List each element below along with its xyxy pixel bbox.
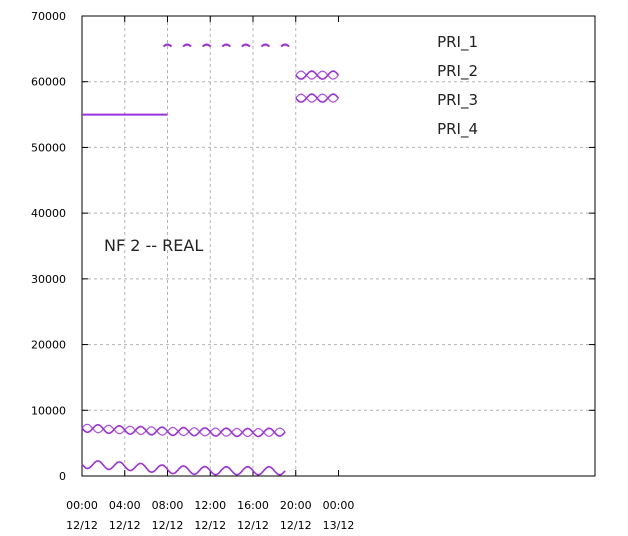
- x-tick-label-time: 20:00: [280, 499, 312, 512]
- legend: PRI_1 PRI_2 PRI_3 PRI_4: [437, 33, 478, 139]
- legend-label-pri3: PRI_3: [437, 91, 478, 110]
- x-tick-label-time: 00:00: [66, 499, 98, 512]
- series-pri1-marker: [280, 43, 290, 48]
- series-pri3-line: [166, 465, 211, 476]
- series-pri2-line: [252, 427, 286, 438]
- legend-label-pri2: PRI_2: [437, 62, 478, 81]
- x-tick-label-time: 04:00: [109, 499, 141, 512]
- series-pri2-envelope: [252, 427, 286, 437]
- grid-lines: [82, 16, 595, 476]
- series-pri1-marker: [260, 43, 271, 48]
- series-pri1-marker: [221, 43, 231, 48]
- series-pri3-line: [252, 465, 286, 476]
- x-tick-label-date: 13/12: [323, 519, 355, 532]
- series-pri2-envelope: [209, 427, 254, 438]
- x-tick-label-date: 12/12: [152, 519, 184, 532]
- y-tick-label: 60000: [31, 76, 66, 89]
- x-tick-label-date: 12/12: [280, 519, 312, 532]
- x-tick-label-date: 12/12: [109, 519, 141, 532]
- series-pri2-envelope: [81, 423, 126, 435]
- series-lines: [81, 43, 340, 476]
- x-tick-label-time: 08:00: [152, 499, 184, 512]
- x-tick-label-time: 16:00: [237, 499, 269, 512]
- series-pri1-marker: [201, 43, 212, 48]
- x-tick-label-date: 12/12: [237, 519, 269, 532]
- y-tick-label: 40000: [31, 207, 66, 220]
- x-axis: 00:00 12/12 04:00 12/12 08:00 12/12 12:00 12/12…: [66, 16, 354, 532]
- x-tick-label-time: 12:00: [194, 499, 226, 512]
- series-pri1-marker: [182, 43, 192, 48]
- x-tick-label-date: 12/12: [66, 519, 98, 532]
- series-pri1-marker: [241, 43, 251, 48]
- y-tick-label: 70000: [31, 10, 66, 23]
- y-tick-label: 30000: [31, 273, 66, 286]
- series-pri2-envelope: [295, 70, 339, 80]
- x-tick-label-date: 12/12: [194, 519, 226, 532]
- series-pri3-line: [124, 462, 169, 474]
- series-pri3-line: [209, 465, 254, 476]
- legend-label-pri1: PRI_1: [437, 33, 478, 52]
- series-pri3-line: [81, 460, 126, 471]
- y-tick-label: 20000: [31, 339, 66, 352]
- series-pri2-envelope: [124, 425, 168, 436]
- y-tick-label: 50000: [31, 141, 66, 154]
- y-tick-label: 10000: [31, 404, 66, 417]
- y-axis: 0 10000 20000 30000 40000 50000 60000 70000: [31, 10, 595, 483]
- legend-label-pri4: PRI_4: [437, 120, 478, 139]
- series-pri1-marker: [162, 43, 173, 48]
- series-pri2-envelope: [167, 426, 211, 437]
- x-tick-label-time: 00:00: [323, 499, 355, 512]
- chart-annotation: NF 2 -- REAL: [104, 236, 203, 255]
- y-tick-label: 0: [59, 470, 66, 483]
- series-pri3-envelope: [295, 93, 339, 103]
